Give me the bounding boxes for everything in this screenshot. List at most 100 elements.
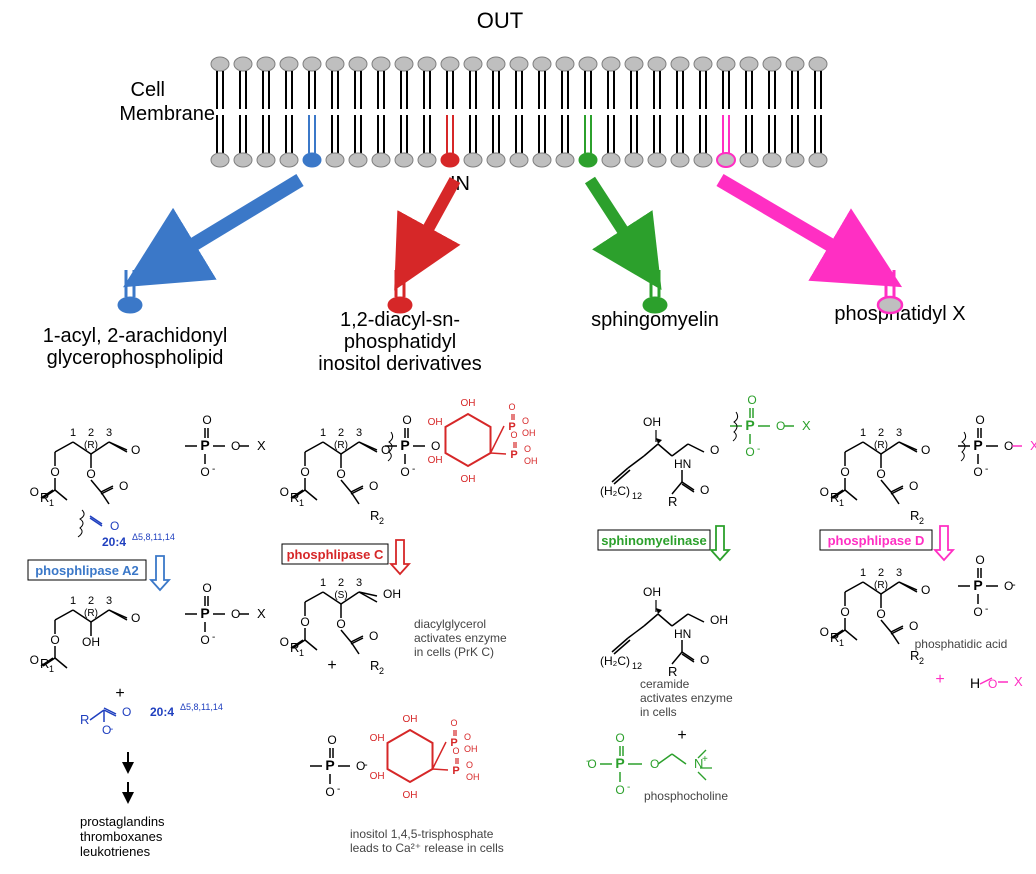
reaction-arrow [711, 526, 729, 560]
lipid-head [694, 153, 712, 167]
lipid-head [786, 57, 804, 71]
svg-text:1: 1 [839, 638, 844, 648]
svg-text:20:4: 20:4 [150, 705, 174, 719]
svg-text:12: 12 [632, 491, 642, 501]
pathway-title: inositol derivatives [318, 353, 481, 375]
svg-text:O: O [202, 581, 211, 595]
pathway-arrow [720, 180, 890, 280]
svg-text:O: O [876, 467, 885, 481]
svg-text:thromboxanes: thromboxanes [80, 829, 163, 844]
out-label: OUT [477, 8, 523, 33]
svg-text:O: O [50, 633, 59, 647]
svg-text:O: O [745, 445, 754, 459]
lipid-head [257, 57, 275, 71]
svg-text:P: P [200, 605, 209, 621]
lipid-head [717, 153, 735, 167]
svg-text:O: O [30, 653, 39, 667]
svg-text:P: P [452, 765, 459, 777]
svg-text:OH: OH [428, 417, 443, 428]
enzyme-label: sphinomyelinase [598, 530, 710, 550]
svg-text:P: P [510, 449, 517, 461]
svg-text:-: - [212, 464, 215, 475]
svg-text:1: 1 [70, 595, 76, 607]
svg-text:O: O [431, 439, 440, 453]
svg-text:O: O [710, 443, 719, 457]
lipid-head [257, 153, 275, 167]
svg-text:O: O [975, 413, 984, 427]
lipid-head [648, 57, 666, 71]
svg-text:O: O [231, 439, 240, 453]
svg-text:O: O [840, 465, 849, 479]
svg-text:O: O [820, 625, 829, 639]
svg-text:1: 1 [299, 498, 304, 508]
svg-text:(R): (R) [334, 440, 348, 451]
svg-text:O: O [402, 413, 411, 427]
lipid-head [326, 153, 344, 167]
svg-text:O: O [776, 419, 785, 433]
svg-text:R: R [40, 656, 49, 671]
svg-text:O: O [30, 485, 39, 499]
pathway-smase: sphingomyelin(H₂C)12OHHNOROPOO-OX(H₂C)12… [586, 309, 811, 803]
svg-text:phosphocholine: phosphocholine [644, 789, 728, 803]
svg-text:prostaglandins: prostaglandins [80, 814, 165, 829]
svg-text:O: O [650, 757, 659, 771]
lipid-head [464, 57, 482, 71]
lipid-head [740, 153, 758, 167]
svg-text:O: O [325, 785, 334, 799]
svg-text:phosphlipase C: phosphlipase C [287, 547, 384, 562]
lipid-head [579, 57, 597, 71]
svg-text:O: O [122, 705, 131, 719]
svg-text:O: O [369, 629, 378, 643]
svg-text:O: O [1004, 439, 1013, 453]
svg-text:O: O [300, 615, 309, 629]
lipid-head [556, 57, 574, 71]
svg-text:(R): (R) [84, 440, 98, 451]
svg-text:-: - [985, 604, 988, 615]
lipid-head [602, 153, 620, 167]
svg-text:P: P [200, 437, 209, 453]
lipid-head [395, 153, 413, 167]
lipid-head [326, 57, 344, 71]
svg-text:3: 3 [106, 427, 112, 439]
lipid-head [303, 57, 321, 71]
svg-text:O: O [973, 605, 982, 619]
svg-text:HN: HN [674, 457, 691, 471]
svg-text:O: O [700, 483, 709, 497]
svg-text:O: O [909, 619, 918, 633]
svg-text:O: O [921, 443, 930, 457]
lipid-head [671, 57, 689, 71]
svg-text:P: P [325, 757, 334, 773]
lipid-head [648, 153, 666, 167]
pathway-arrow [590, 180, 655, 280]
svg-text:2: 2 [919, 656, 924, 666]
lipid-head [556, 153, 574, 167]
svg-text:X: X [1014, 674, 1023, 689]
svg-text:OH: OH [403, 714, 418, 725]
svg-text:R: R [80, 712, 89, 727]
lipid-head [418, 153, 436, 167]
svg-text:X: X [802, 418, 811, 433]
lipid-head [487, 57, 505, 71]
svg-text:(R): (R) [84, 608, 98, 619]
pathway-title: phosphatidyl [344, 331, 456, 353]
lipid-head [763, 153, 781, 167]
svg-text:X: X [257, 606, 266, 621]
svg-text:R: R [668, 494, 677, 509]
svg-text:O: O [50, 465, 59, 479]
svg-text:P: P [745, 417, 754, 433]
svg-text:1: 1 [49, 498, 54, 508]
svg-text:OH: OH [383, 587, 401, 601]
svg-text:O: O [86, 467, 95, 481]
pathway-pld: phosphatidyl X123(R)OOOOOR1R2POO-OX123(R… [820, 303, 1036, 691]
svg-text:O: O [700, 653, 709, 667]
lipid-head [349, 57, 367, 71]
svg-text:leads to Ca²⁺ release in cells: leads to Ca²⁺ release in cells [350, 841, 504, 855]
svg-text:O: O [336, 467, 345, 481]
lipid-head [303, 153, 321, 167]
svg-text:R: R [290, 640, 299, 655]
svg-text:1: 1 [860, 427, 866, 439]
lipid-head [234, 57, 252, 71]
svg-text:1: 1 [299, 648, 304, 658]
svg-text:3: 3 [356, 577, 362, 589]
svg-text:-: - [627, 782, 630, 793]
